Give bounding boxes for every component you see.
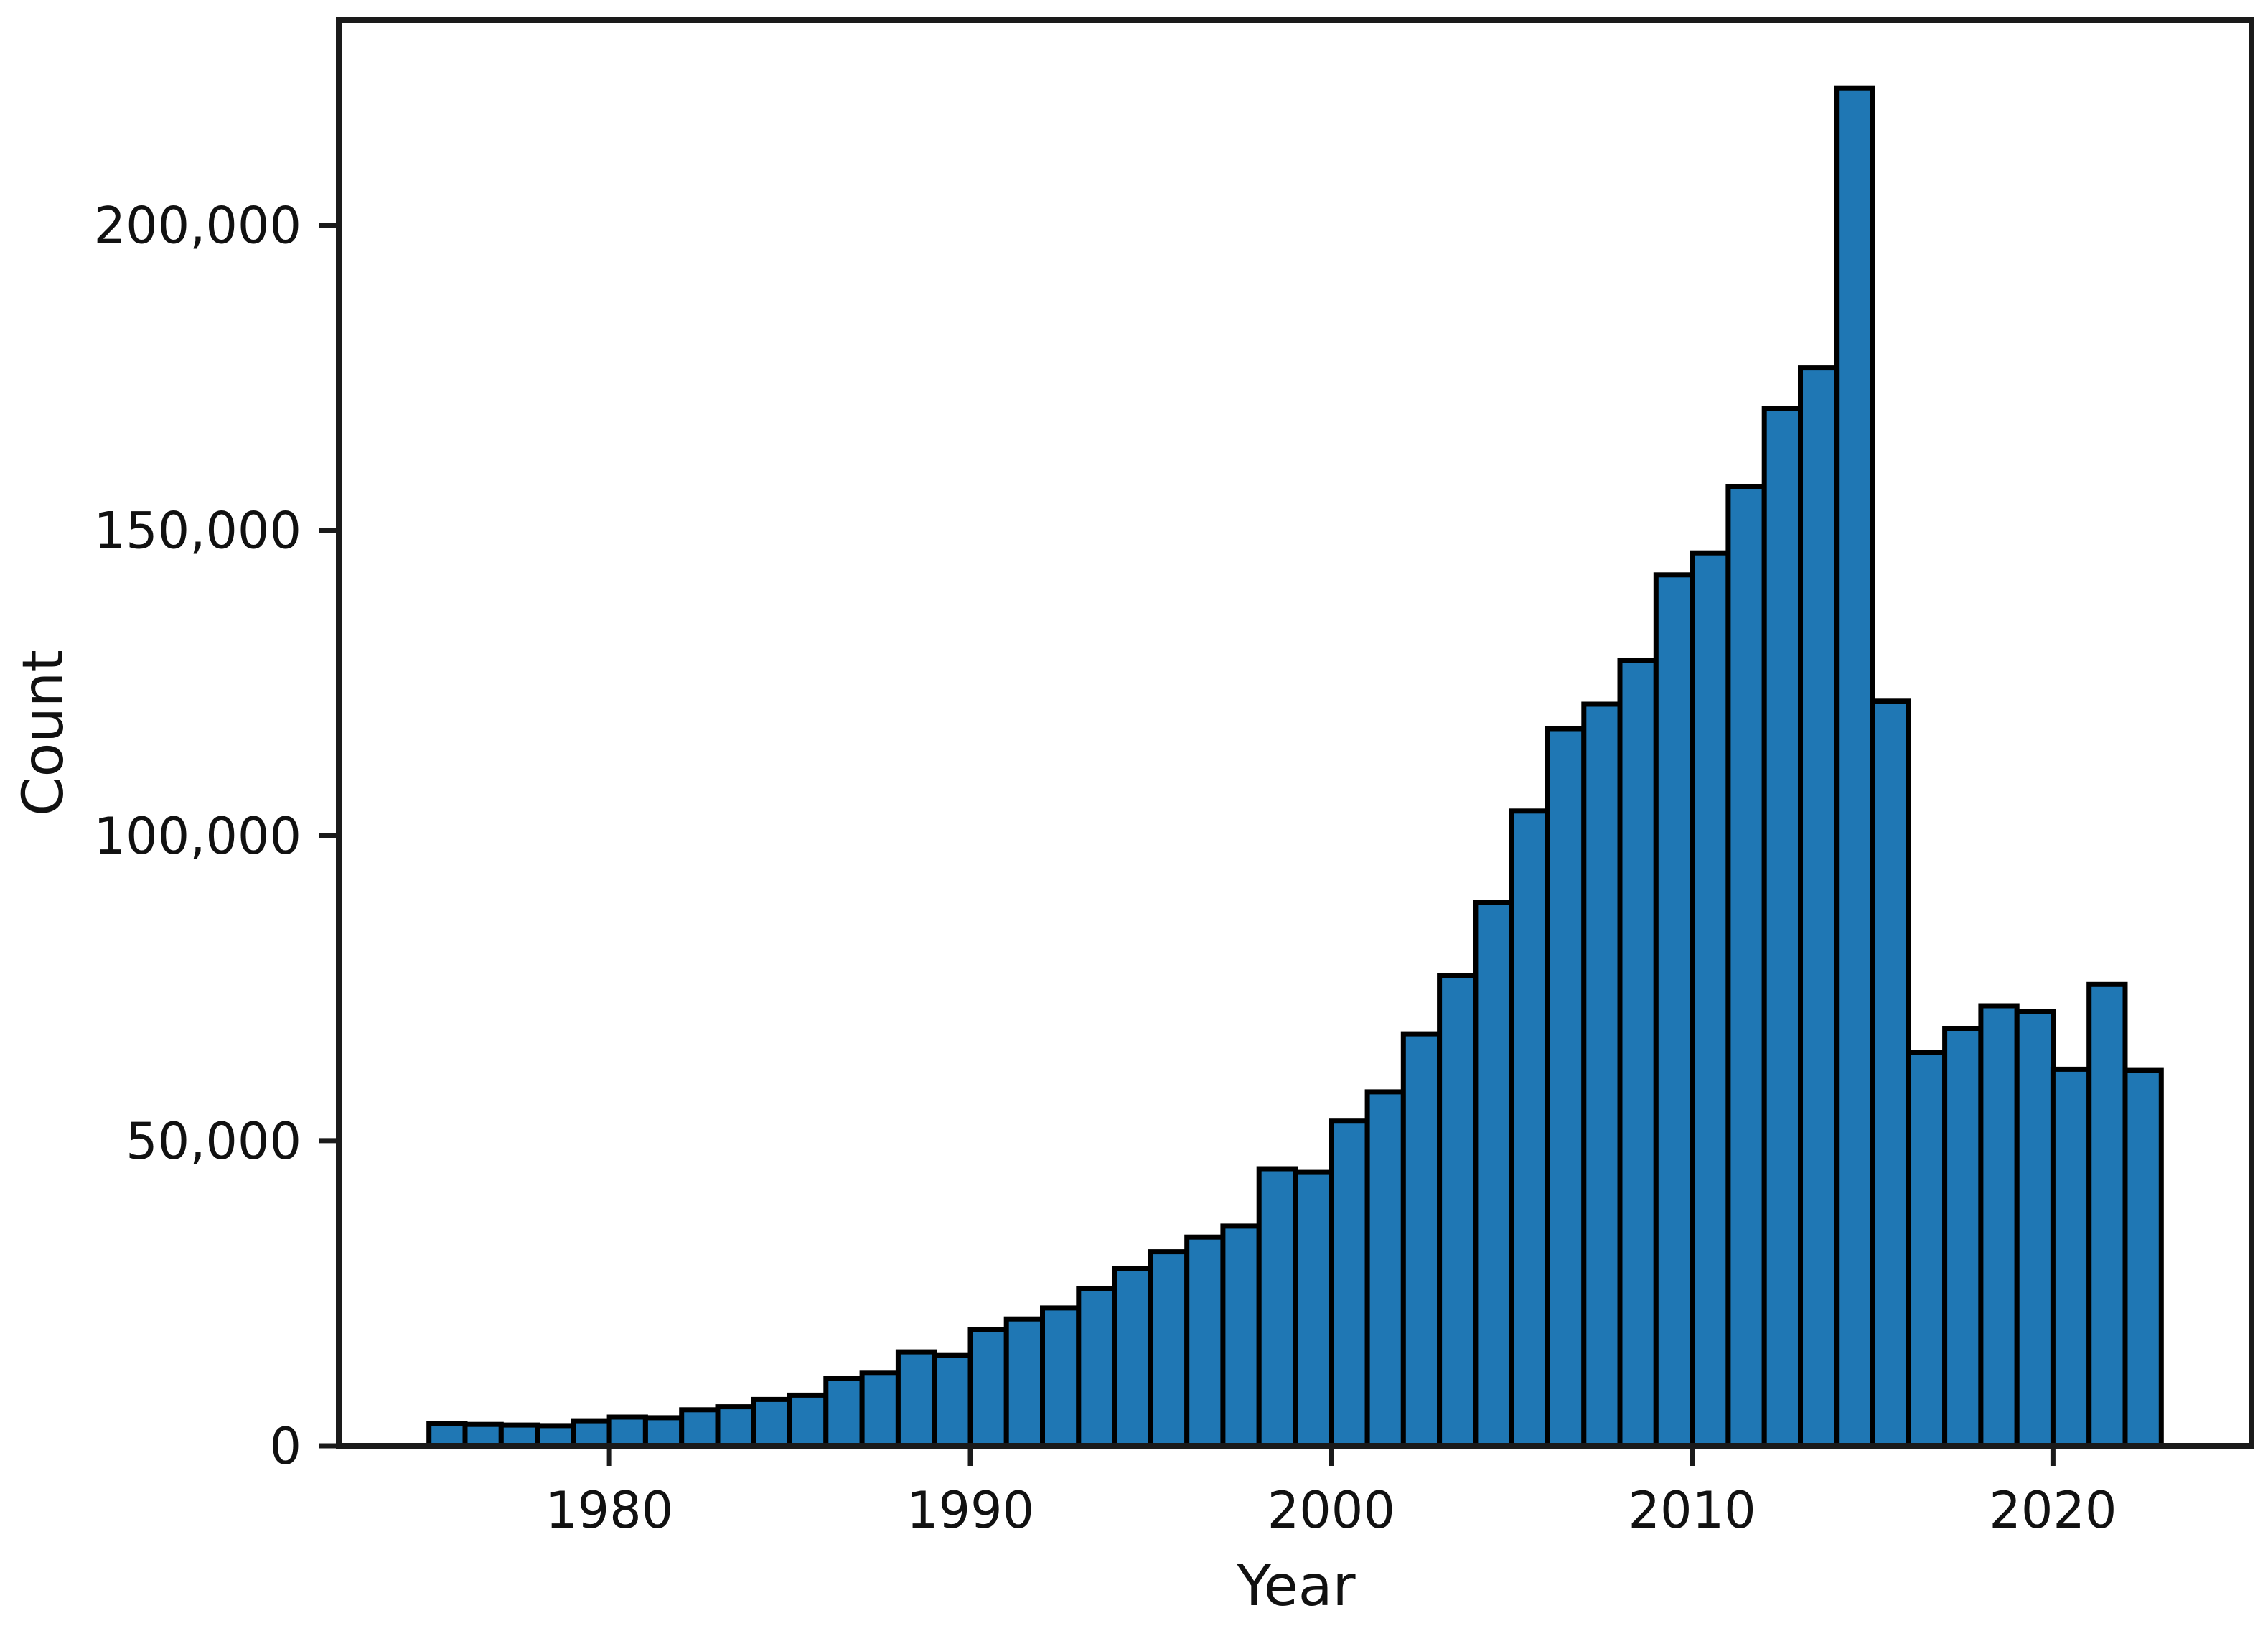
x-tick-label: 1990 bbox=[906, 1481, 1034, 1540]
bar bbox=[823, 1376, 865, 1449]
y-tick-label: 100,000 bbox=[94, 807, 301, 866]
bar bbox=[2014, 1009, 2056, 1449]
plot-border bbox=[336, 17, 2254, 1449]
bar bbox=[1581, 701, 1623, 1449]
x-tick-label: 1980 bbox=[545, 1481, 673, 1540]
bar bbox=[571, 1418, 612, 1449]
bar bbox=[2086, 981, 2128, 1449]
y-axis-label: Count bbox=[11, 650, 77, 816]
bar bbox=[1293, 1169, 1334, 1449]
bar bbox=[2122, 1067, 2164, 1449]
bar bbox=[1112, 1266, 1153, 1449]
bar bbox=[498, 1422, 540, 1449]
bar bbox=[1148, 1249, 1190, 1449]
bar bbox=[1725, 484, 1767, 1449]
x-tick-label: 2020 bbox=[1989, 1481, 2117, 1540]
bar bbox=[1545, 726, 1587, 1449]
bar bbox=[606, 1414, 648, 1449]
x-tick-label: 2000 bbox=[1267, 1481, 1395, 1540]
bar bbox=[1040, 1305, 1082, 1449]
bar bbox=[1834, 85, 1875, 1449]
x-tick-label: 2010 bbox=[1629, 1481, 1756, 1540]
bar bbox=[1690, 550, 1731, 1449]
y-tick-label: 50,000 bbox=[126, 1112, 301, 1171]
bar bbox=[1509, 808, 1550, 1449]
bar bbox=[1364, 1089, 1406, 1449]
bar bbox=[1437, 973, 1479, 1449]
bar bbox=[895, 1349, 937, 1449]
bar bbox=[2050, 1066, 2092, 1449]
bar bbox=[1473, 900, 1514, 1449]
y-tick-label: 0 bbox=[269, 1417, 301, 1476]
bar bbox=[462, 1421, 504, 1449]
bar bbox=[1400, 1031, 1443, 1449]
bar bbox=[1184, 1234, 1226, 1449]
bar bbox=[787, 1392, 829, 1449]
y-tick-label: 200,000 bbox=[94, 197, 301, 256]
bar bbox=[1942, 1026, 1984, 1449]
bar bbox=[1003, 1316, 1045, 1449]
bar bbox=[1329, 1118, 1370, 1449]
bar bbox=[859, 1370, 901, 1449]
bar bbox=[1798, 365, 1840, 1449]
bar bbox=[679, 1407, 721, 1449]
bar bbox=[751, 1396, 793, 1449]
bar bbox=[1653, 572, 1695, 1449]
bar bbox=[1870, 698, 1911, 1449]
bar bbox=[1761, 406, 1803, 1449]
bar bbox=[1617, 658, 1659, 1449]
x-axis-label: Year bbox=[1237, 1554, 1356, 1619]
bar bbox=[715, 1404, 756, 1449]
bar bbox=[535, 1423, 576, 1449]
bar bbox=[642, 1415, 685, 1449]
bar bbox=[967, 1327, 1009, 1449]
y-tick-label: 150,000 bbox=[94, 502, 301, 561]
bar bbox=[426, 1421, 468, 1449]
bar bbox=[1906, 1050, 1948, 1449]
bar bbox=[1256, 1166, 1298, 1449]
bar bbox=[1978, 1003, 2020, 1449]
bar bbox=[1220, 1223, 1262, 1449]
bar bbox=[932, 1352, 973, 1449]
bar bbox=[1076, 1286, 1117, 1449]
